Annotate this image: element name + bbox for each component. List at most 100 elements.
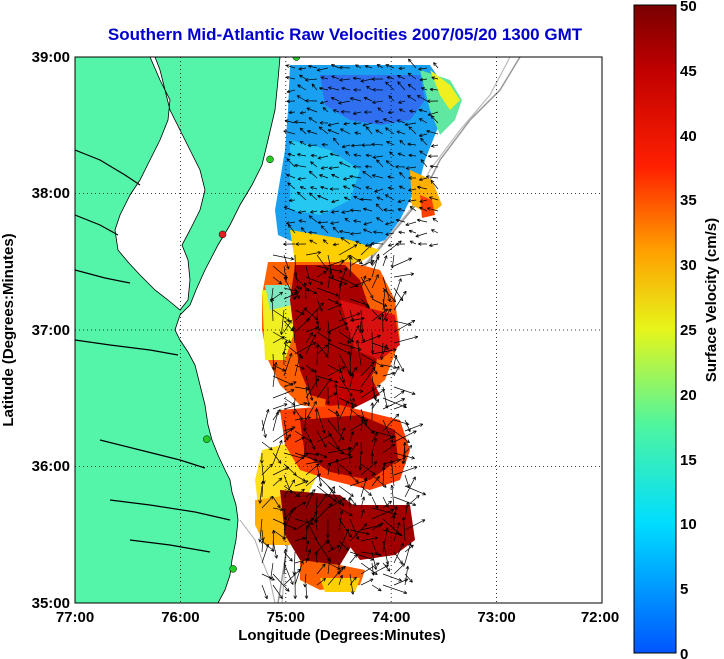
velocity-arrow xyxy=(338,312,361,322)
velocity-arrow xyxy=(327,322,348,333)
velocity-arrow xyxy=(408,153,417,158)
velocity-arrow xyxy=(261,441,273,451)
x-tick-label: 74:00 xyxy=(372,609,410,626)
velocity-arrow xyxy=(321,142,329,147)
velocity-arrow xyxy=(322,107,329,113)
velocity-arrow xyxy=(305,549,312,564)
velocity-arrow xyxy=(272,409,281,421)
velocity-arrow xyxy=(360,276,374,299)
velocity-arrow xyxy=(272,466,290,476)
velocity-arrow xyxy=(329,187,340,191)
velocity-arrow xyxy=(429,196,439,201)
colorbar-tick-label: 0 xyxy=(680,646,688,659)
velocity-arrow xyxy=(313,369,318,388)
velocity-arrow xyxy=(287,152,296,157)
velocity-arrow xyxy=(386,141,395,146)
velocity-arrow xyxy=(305,98,318,103)
velocity-arrow xyxy=(393,496,417,506)
velocity-arrow xyxy=(294,265,300,290)
velocity-arrow xyxy=(316,430,327,448)
velocity-arrow xyxy=(272,428,294,443)
velocity-arrow xyxy=(360,197,373,202)
velocity-arrow xyxy=(349,373,355,388)
velocity-arrow xyxy=(316,378,332,399)
velocity-arrow xyxy=(429,87,439,92)
velocity-arrow xyxy=(319,174,329,179)
velocity-arrow xyxy=(332,137,340,146)
velocity-arrow xyxy=(360,298,370,309)
velocity-arrow xyxy=(305,326,319,333)
velocity-arrow xyxy=(339,78,351,82)
velocity-arrow xyxy=(320,185,329,190)
velocity-arrow xyxy=(384,194,395,201)
velocity-arrow xyxy=(335,458,340,476)
velocity-arrow xyxy=(306,107,318,113)
velocity-arrow xyxy=(365,186,373,190)
velocity-arrow xyxy=(316,452,328,458)
velocity-arrow xyxy=(348,256,353,278)
velocity-arrow xyxy=(338,496,345,507)
bathymetry-contour-3 xyxy=(239,519,276,603)
velocity-arrow xyxy=(365,153,373,158)
river-3 xyxy=(75,269,131,284)
velocity-arrow xyxy=(352,111,362,115)
velocity-arrow xyxy=(353,153,362,157)
velocity-arrow xyxy=(371,474,387,488)
velocity-arrow xyxy=(418,133,428,138)
velocity-arrow xyxy=(380,313,385,333)
velocity-arrow xyxy=(283,381,297,388)
velocity-arrow xyxy=(393,354,398,366)
velocity-arrow xyxy=(349,174,362,179)
velocity-arrow xyxy=(261,543,270,564)
velocity-arrow xyxy=(353,88,362,92)
velocity-arrow xyxy=(382,344,388,355)
velocity-arrow xyxy=(364,110,373,114)
velocity-arrow xyxy=(282,351,286,366)
velocity-arrow xyxy=(375,203,384,212)
velocity-arrow xyxy=(382,529,403,537)
velocity-arrow xyxy=(360,419,375,434)
velocity-arrow xyxy=(316,342,329,358)
velocity-arrow xyxy=(360,416,365,432)
velocity-arrow xyxy=(376,196,384,201)
velocity-arrow xyxy=(307,130,318,135)
velocity-arrow xyxy=(305,489,316,498)
velocity-arrow xyxy=(426,129,439,135)
velocity-arrow xyxy=(327,122,340,127)
velocity-arrow xyxy=(360,578,374,586)
velocity-arrow xyxy=(358,452,363,471)
velocity-arrow xyxy=(387,186,395,190)
velocity-arrow xyxy=(402,442,407,465)
velocity-arrow xyxy=(297,84,307,91)
velocity-arrow xyxy=(389,151,395,157)
velocity-arrow xyxy=(393,290,407,311)
velocity-arrow xyxy=(332,242,340,247)
velocity-arrow xyxy=(283,319,292,333)
velocity-arrow xyxy=(294,286,302,300)
velocity-arrow xyxy=(297,177,307,181)
plot-frame xyxy=(74,56,603,604)
velocity-arrow xyxy=(316,408,326,434)
velocity-arrow xyxy=(330,97,340,102)
velocity-arrow xyxy=(287,224,296,234)
velocity-arrow xyxy=(286,99,296,104)
velocity-arrow xyxy=(420,159,428,168)
velocity-arrow xyxy=(432,217,439,223)
velocity-arrow xyxy=(349,278,372,289)
velocity-arrow xyxy=(360,509,365,520)
x-tick-label: 73:00 xyxy=(477,609,515,626)
velocity-arrow xyxy=(360,496,366,509)
velocity-arrow xyxy=(372,87,384,92)
velocity-arrow xyxy=(305,540,310,553)
y-tick-label: 35:00 xyxy=(32,595,70,612)
velocity-arrow xyxy=(340,109,351,114)
velocity-arrow xyxy=(286,158,296,168)
velocity-arrow xyxy=(272,439,283,465)
velocity-arrow xyxy=(258,485,263,504)
velocity-arrow xyxy=(382,413,400,432)
velocity-arrow xyxy=(404,122,417,127)
velocity-arrow xyxy=(404,485,427,496)
velocity-arrow xyxy=(373,230,384,235)
velocity-arrow xyxy=(349,523,368,542)
colorbar-tick-label: 10 xyxy=(680,516,697,533)
